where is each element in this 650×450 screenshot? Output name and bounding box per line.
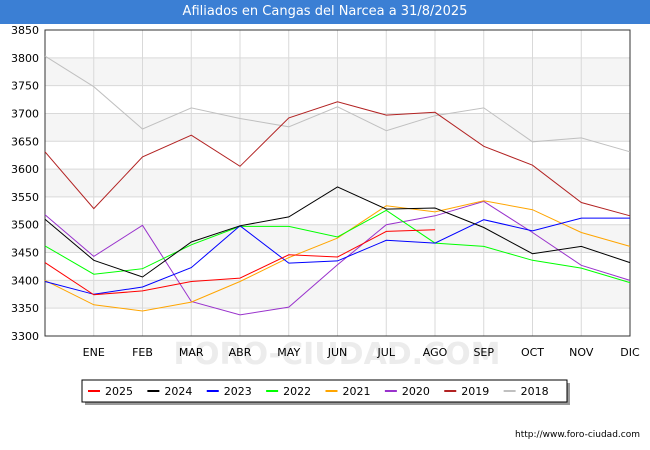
legend-label: 2019 <box>461 385 489 398</box>
series-line-2021 <box>44 200 631 312</box>
series-line-2024 <box>44 186 631 278</box>
x-tick-label: MAY <box>277 346 300 359</box>
legend-box <box>81 379 568 403</box>
series-line-2025 <box>44 229 436 296</box>
legend-label: 2025 <box>105 385 133 398</box>
watermark-text: FORO-CIUDAD.COM <box>174 337 501 372</box>
y-tick-label: 3550 <box>11 191 39 204</box>
y-tick-label: 3750 <box>11 80 39 93</box>
y-tick-label: 3700 <box>11 107 39 120</box>
y-tick-label: 3450 <box>11 247 39 260</box>
y-tick-label: 3650 <box>11 135 39 148</box>
y-tick-label: 3500 <box>11 219 39 232</box>
series-line-2023 <box>44 217 630 295</box>
y-tick-label: 3300 <box>11 330 39 343</box>
x-tick-label: ABR <box>229 346 252 359</box>
x-tick-label: FEB <box>132 346 153 359</box>
legend-label: 2024 <box>164 385 192 398</box>
legend-label: 2022 <box>283 385 311 398</box>
y-tick-label: 3600 <box>11 163 39 176</box>
y-axis-ticks: 3300 3350 3400 3450 3500 3550 3600 3650 3700 3750… <box>11 24 39 343</box>
series-line-2018 <box>44 55 631 153</box>
legend-label: 2018 <box>521 385 549 398</box>
y-tick-label: 3800 <box>11 52 39 65</box>
x-tick-label: DIC <box>620 346 640 359</box>
series-line-2022 <box>44 209 631 284</box>
x-tick-label: ENE <box>83 346 105 359</box>
legend-label: 2021 <box>343 385 371 398</box>
legend-label: 2020 <box>402 385 430 398</box>
y-tick-label: 3850 <box>11 24 39 37</box>
legend: 2025 2024 2023 2022 2021 2020 2019 2018 <box>81 379 570 405</box>
x-axis-ticks: ENE FEB MAR ABR MAY JUN JUL AGO SEP OCT NOV DIC <box>83 346 640 359</box>
series-line-2019 <box>44 101 631 217</box>
plot-frame <box>44 29 631 337</box>
x-tick-label: JUN <box>327 346 348 359</box>
legend-label: 2023 <box>224 385 252 398</box>
x-tick-label: NOV <box>569 346 594 359</box>
y-tick-label: 3350 <box>11 302 39 315</box>
x-tick-label: MAR <box>179 346 204 359</box>
x-tick-label: JUL <box>377 346 396 359</box>
x-tick-label: SEP <box>473 346 494 359</box>
title-bar: Afiliados en Cangas del Narcea a 31/8/20… <box>0 0 650 24</box>
x-tick-label: AGO <box>423 346 448 359</box>
series-lines <box>44 55 631 316</box>
series-line-2020 <box>44 200 631 316</box>
x-tick-label: OCT <box>521 346 544 359</box>
chart-title: Afiliados en Cangas del Narcea a 31/8/20… <box>182 4 468 19</box>
y-tick-label: 3400 <box>11 274 39 287</box>
source-credit: http://www.foro-ciudad.com <box>515 430 640 440</box>
